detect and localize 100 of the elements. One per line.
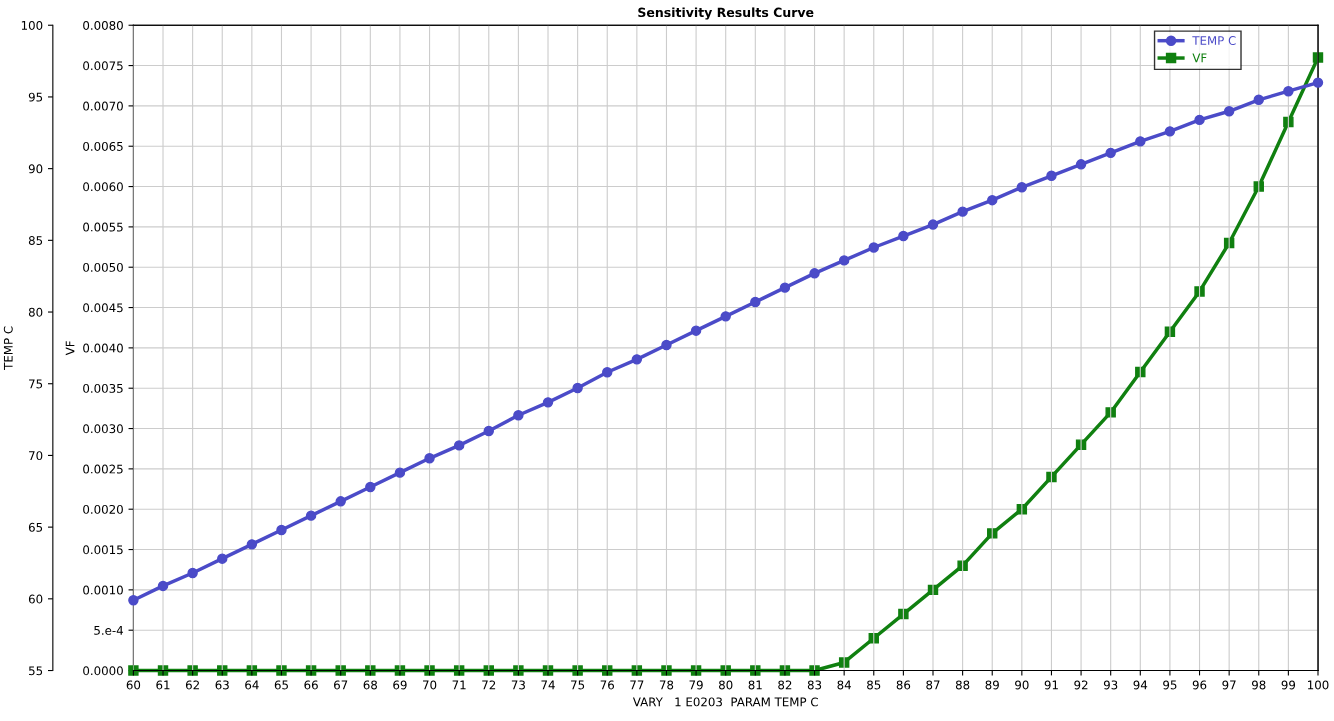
point — [187, 567, 198, 579]
point — [868, 242, 879, 253]
point — [898, 230, 909, 242]
chart-title: Sensitivity Results Curve — [638, 7, 814, 20]
point — [809, 665, 820, 676]
point — [217, 553, 228, 564]
point — [128, 665, 139, 676]
x-tick-label: 70 — [423, 680, 437, 690]
x-tick-label: 84 — [837, 680, 851, 690]
point — [542, 397, 554, 408]
y2-tick-label: 0.0055 — [83, 222, 123, 232]
y2-axis-title: VF — [65, 341, 75, 356]
point — [838, 657, 850, 668]
point — [927, 219, 939, 230]
x-tick-label: 69 — [393, 680, 407, 690]
point — [246, 539, 258, 550]
point — [750, 296, 761, 308]
y2-tick-label: 0.0035 — [83, 383, 123, 393]
point — [957, 206, 968, 217]
y2-tick-label: 0.0020 — [83, 504, 123, 514]
x-tick-label: 95 — [1163, 680, 1177, 690]
y2-tick-label: 0.0025 — [83, 464, 123, 474]
point — [1253, 181, 1264, 192]
y-tick-label: 75 — [29, 379, 43, 389]
x-tick-label: 75 — [571, 680, 585, 690]
point — [1223, 106, 1235, 117]
point — [157, 580, 169, 592]
y-axis-title: TEMP C — [3, 326, 13, 370]
point — [690, 325, 702, 336]
x-tick-label: 83 — [807, 680, 822, 690]
point — [1105, 407, 1116, 418]
x-tick-label: 77 — [630, 680, 644, 690]
x-tick-label: 100 — [1308, 680, 1329, 690]
point — [572, 382, 583, 394]
point — [809, 268, 820, 279]
point — [661, 339, 672, 351]
y-tick-label: 100 — [21, 20, 43, 30]
point — [365, 481, 376, 493]
point — [1253, 94, 1264, 106]
point — [720, 665, 731, 676]
x-tick-label: 62 — [185, 680, 199, 690]
x-tick-label: 71 — [452, 680, 466, 690]
x-tick-label: 72 — [482, 680, 496, 690]
y2-tick-label: 0.0060 — [83, 182, 123, 192]
y2-tick-label: 0.0000 — [83, 666, 123, 676]
point — [424, 453, 435, 464]
x-tick-label: 76 — [600, 680, 614, 690]
legend-label: TEMP C — [1192, 36, 1236, 45]
point — [661, 665, 672, 676]
y2-tick-label: 0.0010 — [83, 585, 123, 595]
x-tick-label: 73 — [511, 680, 525, 690]
point — [987, 528, 998, 539]
x-tick-label: 92 — [1074, 680, 1088, 690]
y-tick-label: 80 — [28, 307, 43, 317]
y-tick-label: 70 — [29, 451, 43, 461]
y-tick-label: 55 — [29, 666, 43, 676]
point — [453, 440, 465, 451]
point — [720, 311, 731, 322]
x-tick-label: 90 — [1015, 680, 1029, 690]
point — [1194, 286, 1205, 297]
point — [335, 665, 346, 676]
point — [483, 425, 494, 437]
point — [1105, 147, 1116, 159]
legend-label: VF — [1192, 53, 1207, 63]
x-tick-label: 66 — [304, 680, 318, 690]
x-tick-label: 79 — [689, 680, 703, 690]
x-tick-label: 93 — [1103, 680, 1118, 690]
x-tick-label: 64 — [245, 680, 259, 690]
x-tick-label: 86 — [896, 680, 911, 690]
y2-tick-label: 0.0070 — [83, 101, 123, 111]
point — [602, 367, 613, 378]
y2-tick-label: 0.0030 — [83, 424, 123, 434]
x-tick-label: 88 — [955, 680, 970, 690]
x-tick-label: 96 — [1192, 680, 1207, 690]
x-tick-label: 82 — [778, 680, 792, 690]
y2-tick-label: 0.0040 — [83, 343, 123, 353]
x-tick-label: 91 — [1044, 680, 1058, 690]
point — [1075, 159, 1087, 170]
point — [187, 665, 198, 676]
y2-tick-label: 0.0050 — [83, 262, 123, 272]
point — [335, 496, 346, 507]
y-tick-label: 65 — [28, 522, 43, 532]
y2-tick-label: 5.e-4 — [94, 626, 124, 635]
x-tick-label: 65 — [274, 680, 288, 690]
x-tick-label: 74 — [541, 680, 555, 690]
y2-tick-label: 0.0080 — [83, 20, 123, 30]
point — [276, 665, 287, 676]
y2-tick-label: 0.0015 — [83, 545, 123, 555]
point — [424, 665, 435, 676]
x-tick-label: 97 — [1222, 680, 1236, 690]
point — [513, 665, 524, 676]
point — [365, 665, 376, 676]
x-tick-label: 60 — [126, 680, 141, 690]
x-tick-label: 85 — [867, 680, 881, 690]
point — [838, 255, 850, 266]
point — [1135, 366, 1146, 378]
x-tick-label: 63 — [215, 680, 229, 690]
x-tick-label: 61 — [156, 680, 170, 690]
point — [1283, 116, 1294, 128]
point — [572, 665, 583, 676]
